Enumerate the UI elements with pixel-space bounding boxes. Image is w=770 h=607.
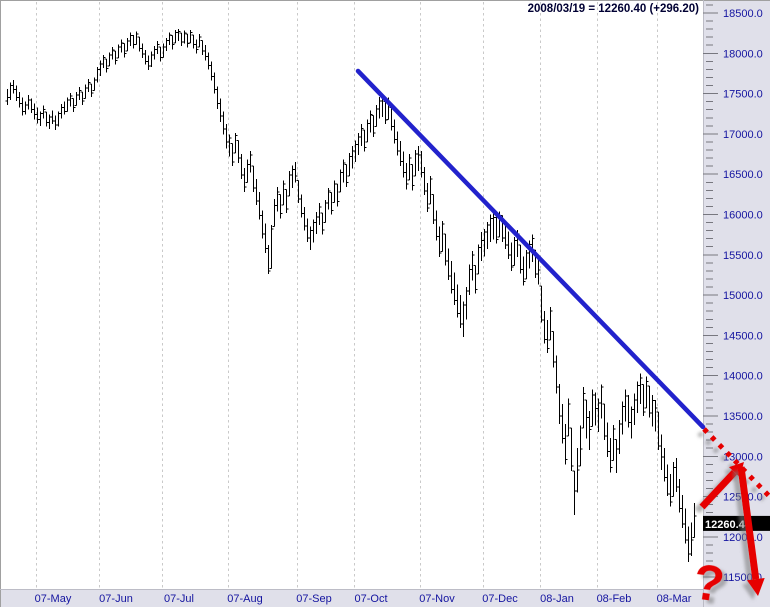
- x-axis-label: 08-Mar: [657, 593, 692, 605]
- y-axis-panel: [704, 0, 770, 607]
- x-axis-panel: [0, 590, 704, 607]
- y-axis-label: 12000.0: [723, 532, 763, 544]
- quote-readout: 2008/03/19 = 12260.40 (+296.20): [528, 3, 700, 15]
- alert-annotations: ?: [690, 427, 770, 607]
- x-axis-label: 07-Dec: [482, 593, 518, 605]
- question-mark-annotation: ?: [690, 553, 728, 607]
- x-axis-label: 07-Sep: [296, 593, 331, 605]
- y-axis-label: 15000.0: [723, 290, 763, 302]
- y-axis-label: 17500.0: [723, 89, 763, 101]
- projection-dotted-line: [702, 427, 770, 501]
- y-axis-label: 16500.0: [723, 169, 763, 181]
- y-axis-label: 13500.0: [723, 411, 763, 423]
- x-axis-label: 07-Nov: [419, 593, 455, 605]
- y-axis-label: 16000.0: [723, 210, 763, 222]
- x-axis-label: 07-Oct: [354, 593, 387, 605]
- ohlc-bars: [5, 29, 697, 562]
- y-axis-label: 17000.0: [723, 129, 763, 141]
- x-axis-label: 07-Jun: [99, 593, 133, 605]
- y-axis-label: 18500.0: [723, 8, 763, 20]
- y-axis-major-ticks: [703, 12, 718, 578]
- y-axis-label: 14000.0: [723, 371, 763, 383]
- y-axis-label: 13000.0: [723, 451, 763, 463]
- last-price-tag: [703, 515, 770, 531]
- y-axis-label: 14500.0: [723, 330, 763, 342]
- arrow-breakdown: [737, 466, 765, 596]
- month-gridline: [36, 2, 658, 590]
- plot-area: 07-May 07-Jun 07-Jul 07-Aug 07-Sep 07-Oct 07-N…: [5, 2, 763, 605]
- downtrend-line: [355, 68, 706, 430]
- x-axis-label: 08-Jan: [540, 593, 574, 605]
- x-axis-label: 07-May: [35, 593, 72, 605]
- y-axis-label: 18000.0: [723, 48, 763, 60]
- last-price-tag-label: 12260.40: [705, 519, 751, 531]
- x-axis-label: 07-Jul: [164, 593, 194, 605]
- y-axis-label: 15500.0: [723, 250, 763, 262]
- x-axis-label: 07-Aug: [227, 593, 262, 605]
- x-axis-label: 08-Feb: [597, 593, 632, 605]
